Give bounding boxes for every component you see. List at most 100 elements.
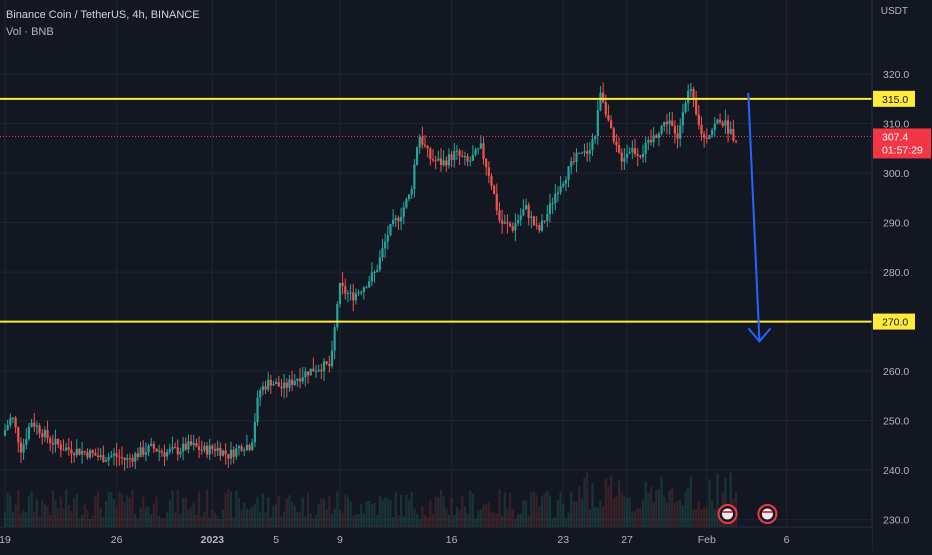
candle-body [155,448,158,452]
volume-bar [431,513,435,527]
candle-body [51,442,54,445]
volume-bar [546,490,549,527]
volume-bar [99,508,102,527]
candle-body [102,455,105,462]
volume-bar [110,492,113,527]
volume-bar [14,504,17,527]
candle-body [336,303,339,328]
candle-body [163,452,166,457]
candle-body [128,458,132,460]
volume-bar [671,487,674,527]
volume-bar [543,493,546,527]
chart-legend[interactable]: Binance Coin / TetherUS, 4h, BINANCE Vol… [6,7,200,41]
candle-body [594,136,597,140]
volume-bar [447,514,451,527]
volume-legend[interactable]: Vol · BNB [6,26,54,38]
volume-bar [312,518,315,527]
candle-body [532,216,536,225]
countdown-label: 01:57:29 [882,144,923,156]
candle-body [314,371,318,373]
volume-bar [644,481,647,527]
candle-body [75,448,78,456]
volume-bar [46,505,49,527]
candle-body [602,92,605,103]
volume-bar [338,509,342,527]
volume-bar [245,508,249,527]
volume-bar [445,508,448,527]
candle-body [434,160,437,162]
candle-body [562,183,565,187]
volume-bar [485,504,488,527]
candle-body [67,447,70,450]
candle-body [655,135,658,138]
volume-bar [158,515,161,527]
volume-bar [636,508,639,527]
economic-events[interactable] [717,504,778,524]
time-axis[interactable]: 19 26 2023 5 9 16 23 27 Feb 6 [0,526,872,550]
price-tick-label: 250.0 [883,416,909,428]
volume-bar [317,504,320,527]
forecast-arrow-shaft[interactable] [747,92,761,342]
volume-bar [564,518,568,527]
time-tick-label: 6 [784,534,790,546]
volume-bar [548,495,552,527]
candle-body [407,194,411,200]
forecast-arrow[interactable] [747,92,772,343]
volume-bar [495,513,498,527]
volume-bar [30,491,33,527]
candle-body [548,203,552,215]
volume-bar [649,486,653,527]
volume-bar [596,507,599,527]
candle-body [399,216,403,222]
candle-body [612,128,615,142]
time-tick-label: 9 [337,534,343,546]
volume-bar [703,507,706,527]
price-tick-label: 310.0 [883,119,909,131]
volume-bar [567,512,570,527]
volume-bar [418,518,421,527]
volume-bar [370,503,373,527]
forecast-arrow-head[interactable] [747,327,772,343]
volume-bar [405,494,408,527]
candle-body [445,160,448,166]
volume-bar [123,502,126,527]
candle-body [596,110,599,137]
volume-bar [426,516,429,527]
candle-body [540,220,544,231]
volume-bar [150,514,153,527]
candle-body [413,164,416,190]
candle-body [197,446,201,450]
support-resistance-lines[interactable] [0,97,872,323]
candle-body [216,447,219,451]
volume-bar [639,508,642,527]
volume-bar [19,513,23,527]
candle-body [267,379,270,390]
price-tick-label: 300.0 [883,168,909,180]
candle-body [43,429,46,438]
volume-bar [54,499,57,527]
candle-body [269,379,272,386]
price-axis[interactable]: 320.0 310.0 300.0 290.0 280.0 270.0 260.0 250.0… [871,0,932,550]
volume-bar [41,499,44,527]
volume-bar [689,476,692,527]
volume-bar [328,495,331,527]
volume-bar [144,507,147,527]
symbol-title[interactable]: Binance Coin / TetherUS, 4h, BINANCE [6,9,200,21]
volume-bar [673,502,676,527]
volume-bar [301,497,304,527]
volume-bar [368,500,371,527]
level-price-label: 315.0 [882,94,908,106]
level-price-tag[interactable] [873,90,915,107]
volume-bar [325,509,328,527]
candle-body [716,119,719,124]
candle-body [341,282,344,287]
level-price-tag[interactable] [873,313,915,330]
candle-body [471,155,474,161]
candle-body [604,102,607,115]
volume-bar [322,499,326,527]
volume-bar [264,512,267,527]
volume-bar [423,514,427,527]
volume-bar [562,503,565,527]
